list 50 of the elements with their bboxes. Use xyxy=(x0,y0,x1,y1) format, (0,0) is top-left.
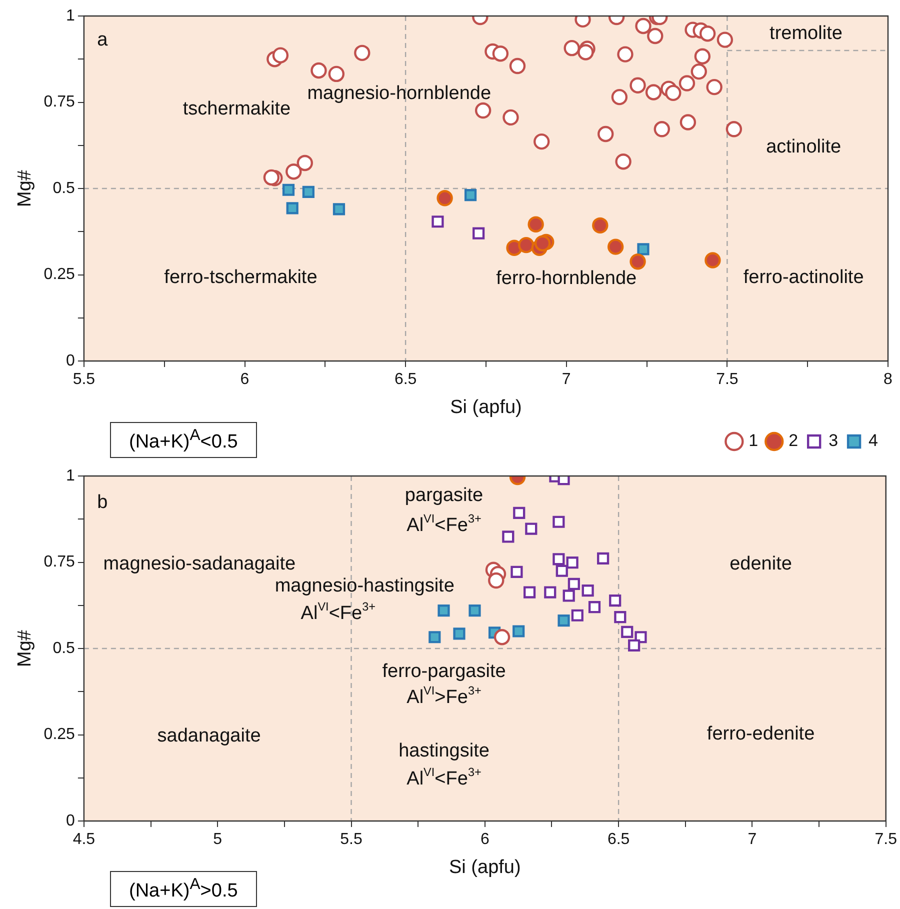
legend-label: 2 xyxy=(788,431,798,450)
annotation: ferro-pargasite xyxy=(382,661,506,682)
annotation: a xyxy=(97,29,108,50)
annotation: ferro-tschermakite xyxy=(164,267,318,288)
x-tick-label: 7.5 xyxy=(716,371,738,388)
annotation: ferro-hornblende xyxy=(496,268,637,290)
annotation: sadanagaite xyxy=(157,726,261,747)
annotation: edenite xyxy=(730,554,792,575)
annotation: ferro-actinolite xyxy=(743,267,864,288)
annotation: ferro-edenite xyxy=(706,724,815,745)
legend-label: 3 xyxy=(828,431,838,450)
y-axis-title: Mg# xyxy=(14,630,36,667)
legend-label: 1 xyxy=(748,431,758,450)
annotation: tremolite xyxy=(770,23,842,44)
annotation: pargasite xyxy=(404,485,484,506)
y-tick-label: 0.75 xyxy=(44,94,76,111)
x-tick-label: 5.5 xyxy=(72,371,96,388)
x-tick-label: 5.5 xyxy=(340,831,362,848)
x-tick-label: 6.5 xyxy=(394,371,417,388)
y-tick-label: 1 xyxy=(66,467,76,484)
y-tick-label: 0 xyxy=(66,812,76,830)
x-tick-label: 4.5 xyxy=(72,831,96,848)
y-tick-label: 0 xyxy=(66,352,76,370)
y-tick-label: 0.25 xyxy=(44,266,76,284)
annotation: actinolite xyxy=(766,136,842,158)
x-tick-label: 6 xyxy=(240,371,250,388)
x-tick-label: 8 xyxy=(884,371,893,388)
y-axis-title: Mg# xyxy=(14,170,36,207)
x-tick-label: 6 xyxy=(480,831,490,848)
y-tick-label: 0.25 xyxy=(44,726,76,744)
annotation: magnesio-sadanagaite xyxy=(103,554,296,575)
annotation: magnesio-hastingsite xyxy=(274,576,454,597)
x-axis-title: Si (apfu) xyxy=(450,396,522,418)
x-tick-label: 7 xyxy=(562,371,571,388)
text: (Na+K)$^{A}$<0.5 xyxy=(110,422,257,458)
annotation: b xyxy=(97,492,108,514)
y-tick-label: 0.75 xyxy=(44,554,76,571)
annotation: magnesio-hornblende xyxy=(307,82,492,104)
x-axis-title: Si (apfu) xyxy=(449,856,521,878)
annotation: hastingsite xyxy=(398,740,490,762)
text: (Na+K)$^{A}$>0.5 xyxy=(110,870,257,907)
x-tick-label: 7 xyxy=(748,831,757,848)
x-tick-label: 7.5 xyxy=(874,831,898,848)
x-tick-label: 6.5 xyxy=(607,831,630,848)
x-tick-label: 5 xyxy=(213,831,222,848)
y-tick-label: 1 xyxy=(66,7,76,24)
y-tick-label: 0.5 xyxy=(52,180,76,197)
annotation: tschermakite xyxy=(182,98,291,120)
y-tick-label: 0.5 xyxy=(52,640,76,657)
legend-label: 4 xyxy=(868,431,878,450)
